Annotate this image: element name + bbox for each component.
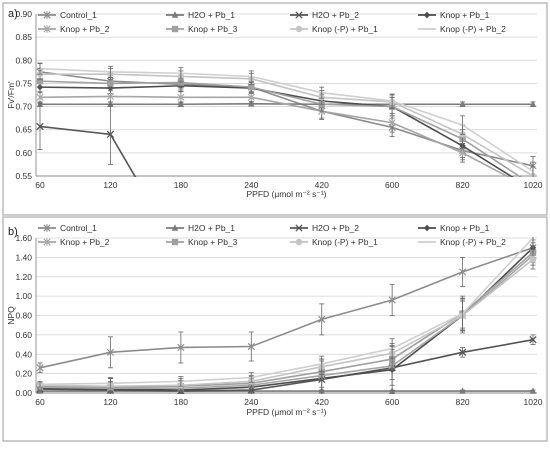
panel-label: a): [8, 8, 18, 20]
legend-label: H2O + Pb_1: [188, 223, 235, 233]
x-tick-label: 1020: [524, 397, 543, 407]
legend-label: Knop + Pb_3: [188, 237, 238, 247]
x-axis-label: PPFD (μmol m⁻² s⁻¹): [247, 189, 327, 199]
legend-label: Knop (-P) + Pb_2: [440, 24, 506, 34]
y-axis-label: Fv'/Fm': [6, 81, 16, 109]
x-tick-label: 820: [455, 397, 469, 407]
y-tick-label: 0.40: [15, 349, 32, 359]
x-tick-label: 120: [103, 397, 117, 407]
y-tick-label: 0.60: [15, 330, 32, 340]
x-tick-label: 420: [315, 397, 329, 407]
legend-label: Knop + Pb_1: [440, 10, 490, 20]
x-tick-label: 120: [103, 180, 117, 190]
x-tick-label: 820: [455, 180, 469, 190]
y-tick-label: 1.00: [15, 291, 32, 301]
x-tick-label: 60: [35, 180, 45, 190]
y-tick-label: 0.00: [15, 388, 32, 398]
legend-label: Knop + Pb_2: [60, 237, 110, 247]
y-tick-label: 0.90: [15, 9, 32, 19]
y-tick-label: 1.40: [15, 252, 32, 262]
legend-marker: [296, 239, 302, 245]
legend-item-control-1: Control_1: [38, 223, 97, 233]
x-tick-label: 60: [35, 397, 45, 407]
series-knop-pb-3-point: [107, 80, 113, 86]
x-tick-label: 240: [244, 397, 258, 407]
legend-label: Knop + Pb_1: [440, 223, 490, 233]
legend-label: Knop (-P) + Pb_1: [312, 237, 378, 247]
panel-label: b): [8, 226, 18, 238]
x-tick-label: 180: [174, 180, 188, 190]
legend-label: Knop (-P) + Pb_1: [312, 24, 378, 34]
y-tick-label: 0.70: [15, 102, 32, 112]
x-tick-label: 600: [385, 180, 399, 190]
x-tick-label: 600: [385, 397, 399, 407]
legend-label: Control_1: [60, 10, 97, 20]
y-tick-label: 0.85: [15, 32, 32, 42]
legend-label: H2O + Pb_2: [312, 10, 359, 20]
y-tick-label: 0.60: [15, 148, 32, 158]
y-tick-label: 0.75: [15, 78, 32, 88]
y-tick-label: 0.80: [15, 55, 32, 65]
legend-label: Knop (-P) + Pb_2: [440, 237, 506, 247]
x-tick-label: 1020: [524, 180, 543, 190]
y-axis-label: NPQ: [6, 306, 16, 325]
y-tick-label: 1.20: [15, 272, 32, 282]
legend-label: Control_1: [60, 223, 97, 233]
series-knop-pb-3-point: [248, 84, 254, 90]
legend-label: Knop + Pb_2: [60, 24, 110, 34]
y-tick-label: 0.20: [15, 369, 32, 379]
y-tick-label: 0.80: [15, 311, 32, 321]
legend-label: H2O + Pb_1: [188, 10, 235, 20]
y-tick-label: 1.60: [15, 233, 32, 243]
series-knop-p-pb-1-point: [530, 256, 536, 262]
y-tick-label: 0.55: [15, 171, 32, 181]
legend-label: Knop + Pb_3: [188, 24, 238, 34]
legend-marker: [296, 26, 302, 32]
y-tick-label: 0.65: [15, 125, 32, 135]
legend-label: H2O + Pb_2: [312, 223, 359, 233]
x-axis-label: PPFD (μmol m⁻² s⁻¹): [247, 407, 327, 417]
legend-marker: [172, 239, 178, 245]
x-tick-label: 180: [174, 397, 188, 407]
legend-marker: [172, 26, 178, 32]
legend-item-control-1: Control_1: [38, 10, 97, 20]
panel-b: 0.00 0.20 0.40 0.60 0.80 1.00 1.20 1.40 1.60 60 12…: [3, 217, 547, 441]
